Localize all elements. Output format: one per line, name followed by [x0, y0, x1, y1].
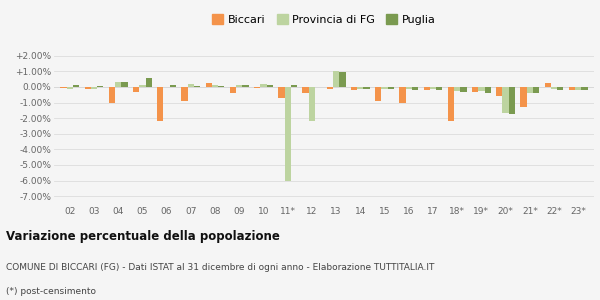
Bar	[357, 87, 364, 89]
Bar	[412, 87, 418, 90]
Bar	[436, 87, 442, 90]
Bar	[139, 85, 146, 87]
Bar	[242, 85, 248, 87]
Bar	[406, 87, 412, 89]
Bar	[133, 87, 139, 92]
Bar	[181, 87, 188, 101]
Bar	[472, 87, 478, 92]
Bar	[194, 86, 200, 87]
Bar	[333, 70, 339, 87]
Bar	[388, 87, 394, 88]
Bar	[67, 87, 73, 88]
Bar	[382, 87, 388, 89]
Bar	[218, 86, 224, 87]
Bar	[569, 87, 575, 90]
Bar	[212, 85, 218, 87]
Bar	[575, 87, 581, 90]
Bar	[97, 86, 103, 87]
Bar	[485, 87, 491, 93]
Text: COMUNE DI BICCARI (FG) - Dati ISTAT al 31 dicembre di ogni anno - Elaborazione T: COMUNE DI BICCARI (FG) - Dati ISTAT al 3…	[6, 263, 434, 272]
Bar	[260, 84, 266, 87]
Bar	[351, 87, 357, 90]
Bar	[533, 87, 539, 93]
Bar	[284, 87, 291, 181]
Bar	[520, 87, 527, 107]
Bar	[375, 87, 382, 101]
Bar	[496, 87, 502, 96]
Bar	[551, 87, 557, 89]
Bar	[302, 87, 309, 93]
Text: (*) post-censimento: (*) post-censimento	[6, 287, 96, 296]
Bar	[230, 87, 236, 93]
Bar	[146, 78, 152, 87]
Bar	[478, 87, 485, 91]
Bar	[545, 83, 551, 87]
Bar	[121, 82, 128, 87]
Bar	[454, 87, 460, 91]
Bar	[557, 87, 563, 90]
Bar	[448, 87, 454, 121]
Bar	[85, 87, 91, 89]
Bar	[115, 82, 121, 87]
Bar	[364, 87, 370, 88]
Bar	[581, 87, 588, 90]
Bar	[73, 85, 79, 87]
Bar	[206, 83, 212, 87]
Bar	[460, 87, 467, 92]
Bar	[170, 85, 176, 87]
Bar	[60, 87, 67, 88]
Bar	[430, 87, 436, 89]
Bar	[400, 87, 406, 103]
Bar	[424, 87, 430, 90]
Bar	[278, 87, 284, 98]
Bar	[309, 87, 315, 121]
Bar	[236, 85, 242, 87]
Bar	[326, 87, 333, 88]
Bar	[157, 87, 163, 121]
Bar	[254, 87, 260, 88]
Bar	[339, 72, 346, 87]
Bar	[527, 87, 533, 93]
Bar	[109, 87, 115, 103]
Bar	[509, 87, 515, 114]
Bar	[91, 87, 97, 88]
Bar	[266, 85, 273, 87]
Bar	[502, 87, 509, 113]
Legend: Biccari, Provincia di FG, Puglia: Biccari, Provincia di FG, Puglia	[208, 10, 440, 29]
Text: Variazione percentuale della popolazione: Variazione percentuale della popolazione	[6, 230, 280, 243]
Bar	[291, 85, 297, 87]
Bar	[188, 84, 194, 87]
